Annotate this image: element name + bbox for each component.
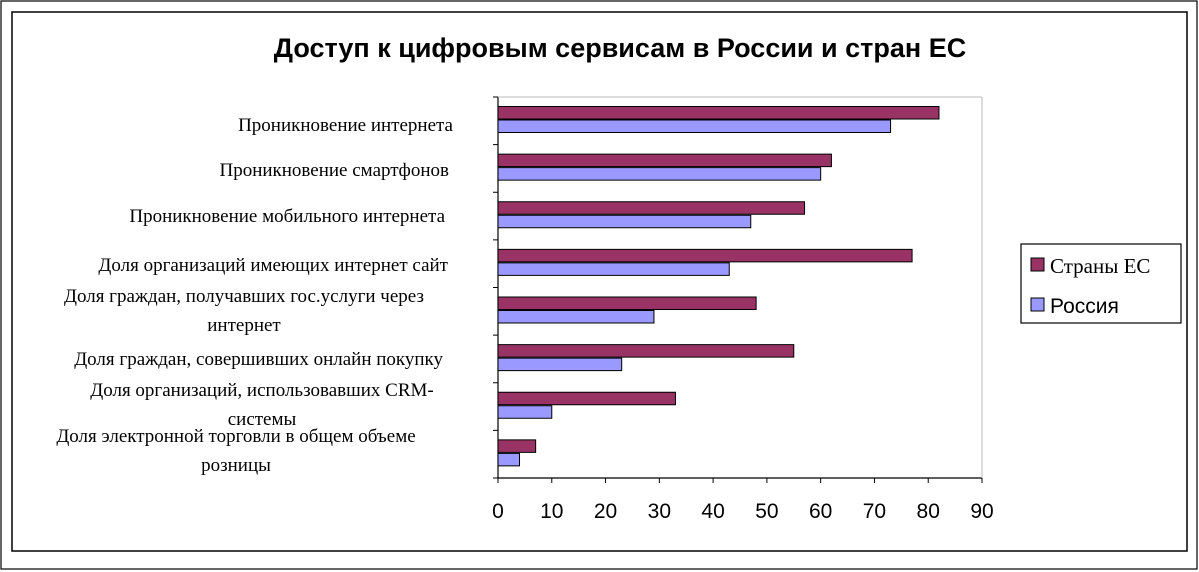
category-label: розницы — [201, 455, 271, 476]
plot-area: 0 10 20 30 40 50 60 70 80 90 Проникновение интерне… — [56, 96, 994, 523]
category-label: Доля граждан, получавших гос.услуги чере… — [64, 286, 424, 307]
legend-swatch-russia — [1030, 297, 1045, 312]
legend-box — [1020, 243, 1182, 324]
bar-eu — [497, 296, 757, 310]
bar-russia — [497, 167, 822, 181]
bar-russia — [497, 405, 553, 419]
legend: Страны ЕС Россия — [1020, 243, 1182, 324]
category-label: Проникновение интернета — [238, 115, 453, 136]
bar-eu — [497, 248, 913, 263]
x-tick-label: 20 — [594, 500, 617, 523]
x-tick-label: 70 — [863, 500, 886, 523]
bar-russia — [497, 214, 752, 229]
category-label: Доля граждан, совершивших онлайн покупку — [74, 349, 443, 370]
bar-russia — [497, 452, 521, 467]
x-tick-label: 50 — [755, 500, 778, 523]
bar-eu — [497, 106, 940, 120]
bar-russia — [497, 262, 730, 276]
category-label: Доля электронной торговли в общем объеме — [56, 426, 415, 447]
x-tick-label: 80 — [917, 500, 940, 523]
bar-russia — [497, 357, 623, 372]
category-label: Проникновение мобильного интернета — [129, 206, 445, 227]
x-tick-label: 60 — [809, 500, 832, 523]
x-tick-label: 40 — [701, 500, 724, 523]
bar-eu — [497, 391, 676, 406]
chart-title: Доступ к цифровым сервисам в России и ст… — [274, 33, 966, 63]
legend-label-russia: Россия — [1050, 295, 1119, 318]
bar-eu — [497, 344, 795, 358]
category-label: Доля организаций, использовавших CRM- — [90, 380, 433, 401]
legend-label-eu: Страны ЕС — [1050, 254, 1150, 278]
bar-russia — [497, 310, 655, 324]
legend-swatch-eu — [1030, 257, 1045, 272]
category-label: Доля организаций имеющих интернет сайт — [98, 255, 448, 276]
x-tick-label: 90 — [970, 500, 993, 523]
bar-eu — [497, 201, 806, 215]
category-label: Проникновение смартфонов — [219, 160, 449, 181]
x-tick-label: 10 — [540, 500, 563, 523]
x-tick-label: 0 — [492, 500, 504, 523]
category-label: интернет — [207, 315, 281, 336]
bar-eu — [497, 439, 537, 453]
category-label: системы — [228, 409, 297, 430]
bar-eu — [497, 153, 832, 168]
bar-russia — [497, 119, 892, 133]
x-tick-label: 30 — [648, 500, 671, 523]
chart-area-border — [11, 11, 1188, 552]
